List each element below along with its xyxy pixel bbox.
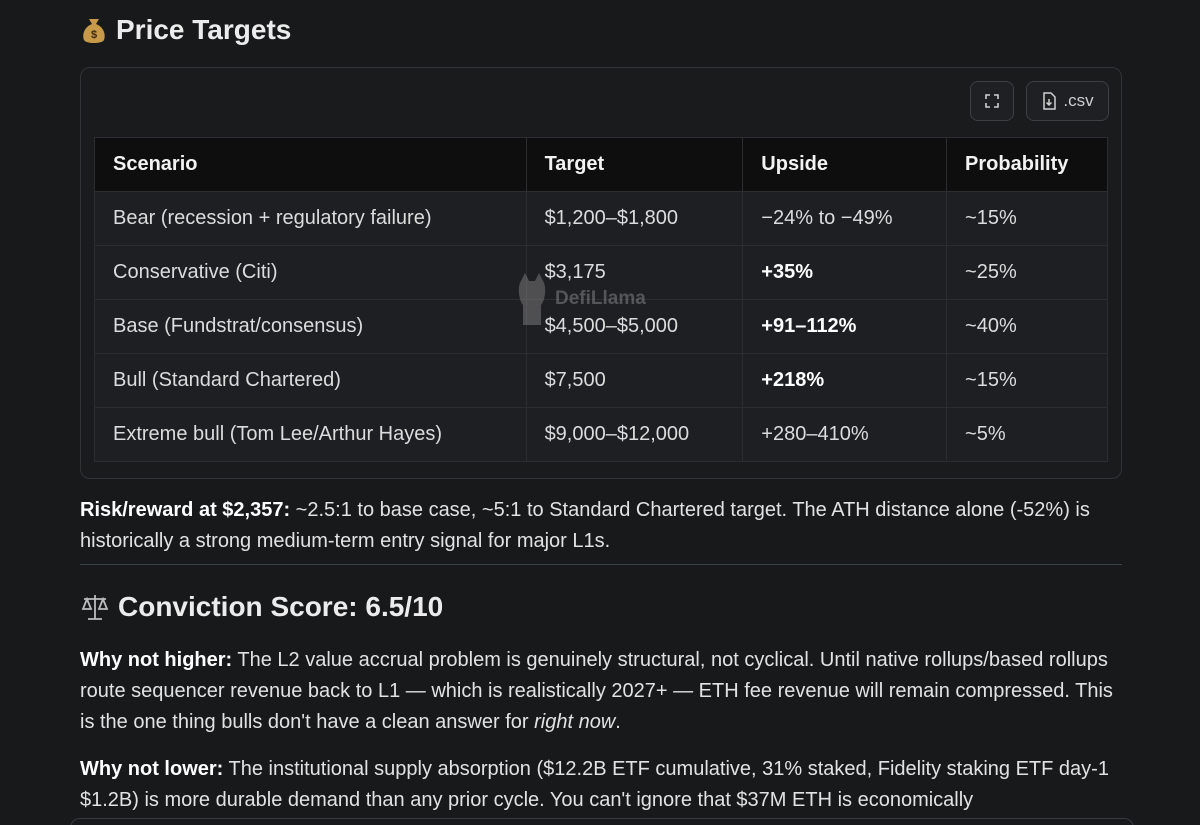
expand-button[interactable] — [970, 81, 1014, 121]
table-cell: ~15% — [946, 191, 1108, 246]
note: Risk/reward at $2,357: ~2.5:1 to base ca… — [80, 495, 1125, 557]
table-cell: Bull (Standard Chartered) — [94, 353, 527, 408]
table-cell: ~15% — [946, 353, 1108, 408]
table-cell: +91–112% — [742, 299, 948, 354]
table-cell: +35% — [742, 245, 948, 300]
paragraph-text: The institutional supply absorption ($12… — [80, 758, 1109, 811]
table-cell: $4,500–$5,000 — [525, 299, 744, 354]
note-text: ~2.5:1 to base case, ~5:1 to Standard Ch… — [80, 499, 1090, 552]
header-cell: Scenario — [94, 137, 527, 192]
table-cell: +280–410% — [742, 407, 948, 462]
heading-text: Conviction Score: 6.5/10 — [118, 591, 444, 622]
table-row: Conservative (Citi) $3,175 +35% ~25% — [94, 245, 1108, 300]
header-cell: Probability — [946, 137, 1108, 192]
money-bag-icon: $ — [83, 19, 105, 43]
table-cell: ~5% — [946, 407, 1108, 462]
table-body: Bear (recession + regulatory failure) $1,… — [94, 191, 1108, 462]
table-row: Bull (Standard Chartered) $7,500 +218% ~15% — [94, 353, 1108, 408]
heading: Conviction Score: 6.5/10 — [80, 591, 443, 623]
table-cell: Base (Fundstrat/consensus) — [94, 299, 527, 354]
scale-icon — [81, 595, 109, 620]
note-lead: Risk/reward at $2,357: — [80, 499, 291, 521]
heading: $ Price Targets — [80, 14, 291, 46]
table-row: Base (Fundstrat/consensus) $4,500–$5,000 +… — [94, 299, 1108, 354]
divider — [80, 564, 1122, 565]
csv-button[interactable]: .csv — [1026, 81, 1109, 121]
table-cell: Conservative (Citi) — [94, 245, 527, 300]
header-cell: Target — [525, 137, 744, 192]
table-row: Extreme bull (Tom Lee/Arthur Hayes) $9,00… — [94, 407, 1108, 462]
table-cell: $9,000–$12,000 — [525, 407, 744, 462]
paragraph: Why not lower: The institutional supply … — [80, 754, 1125, 816]
watermark: DefiLlama — [515, 271, 646, 327]
paragraph-text: The L2 value accrual problem is genuinel… — [80, 649, 1113, 733]
header-row: Scenario Target Upside Probability — [94, 137, 1108, 192]
table-cell: ~40% — [946, 299, 1108, 354]
paragraph-lead: Why not lower: — [80, 758, 224, 780]
svg-text:$: $ — [91, 29, 97, 41]
csv-label: .csv — [1063, 91, 1094, 110]
header-cell: Upside — [742, 137, 948, 192]
table-cell: $7,500 — [525, 353, 744, 408]
expand-icon — [985, 94, 999, 108]
table-cell: −24% to −49% — [742, 191, 948, 246]
table-card: .csv Scenario Target Upside Probability … — [80, 67, 1122, 479]
table-cell: Bear (recession + regulatory failure) — [94, 191, 527, 246]
paragraph-emphasis: right now — [534, 711, 616, 733]
paragraph: Why not higher: The L2 value accrual pro… — [80, 645, 1125, 738]
table-cell: $3,175 — [525, 245, 744, 300]
heading-text: Price Targets — [116, 14, 292, 45]
table-cell: ~25% — [946, 245, 1108, 300]
table-cell: Extreme bull (Tom Lee/Arthur Hayes) — [94, 407, 527, 462]
price-table: Scenario Target Upside Probability Bear … — [94, 137, 1108, 462]
paragraph-lead: Why not higher: — [80, 649, 233, 671]
watermark-logo — [518, 273, 546, 325]
download-icon — [1043, 92, 1057, 110]
input-box-edge — [70, 818, 1134, 825]
table-row: Bear (recession + regulatory failure) $1,… — [94, 191, 1108, 246]
paragraph-end: . — [615, 711, 621, 733]
watermark-text: DefiLlama — [555, 288, 646, 309]
table-cell: +218% — [742, 353, 948, 408]
table-cell: $1,200–$1,800 — [525, 191, 744, 246]
